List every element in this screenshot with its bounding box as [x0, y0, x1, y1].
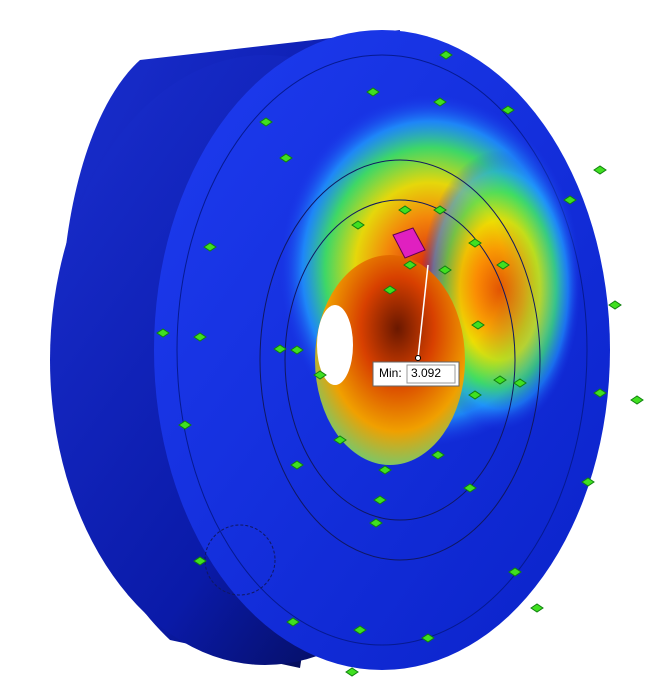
- probe-value: 3.092: [411, 366, 441, 380]
- probe-point: [416, 356, 421, 361]
- fixture-marker: [346, 668, 358, 676]
- disc-model: [50, 30, 643, 676]
- probe-label: Min: 3.092: [373, 362, 459, 386]
- fixture-marker: [631, 396, 643, 404]
- fixture-marker: [609, 301, 621, 309]
- fea-viewport: Min: 3.092: [0, 0, 656, 678]
- fixture-marker: [594, 166, 606, 174]
- fixture-marker: [531, 604, 543, 612]
- probe-caption: Min:: [379, 366, 402, 380]
